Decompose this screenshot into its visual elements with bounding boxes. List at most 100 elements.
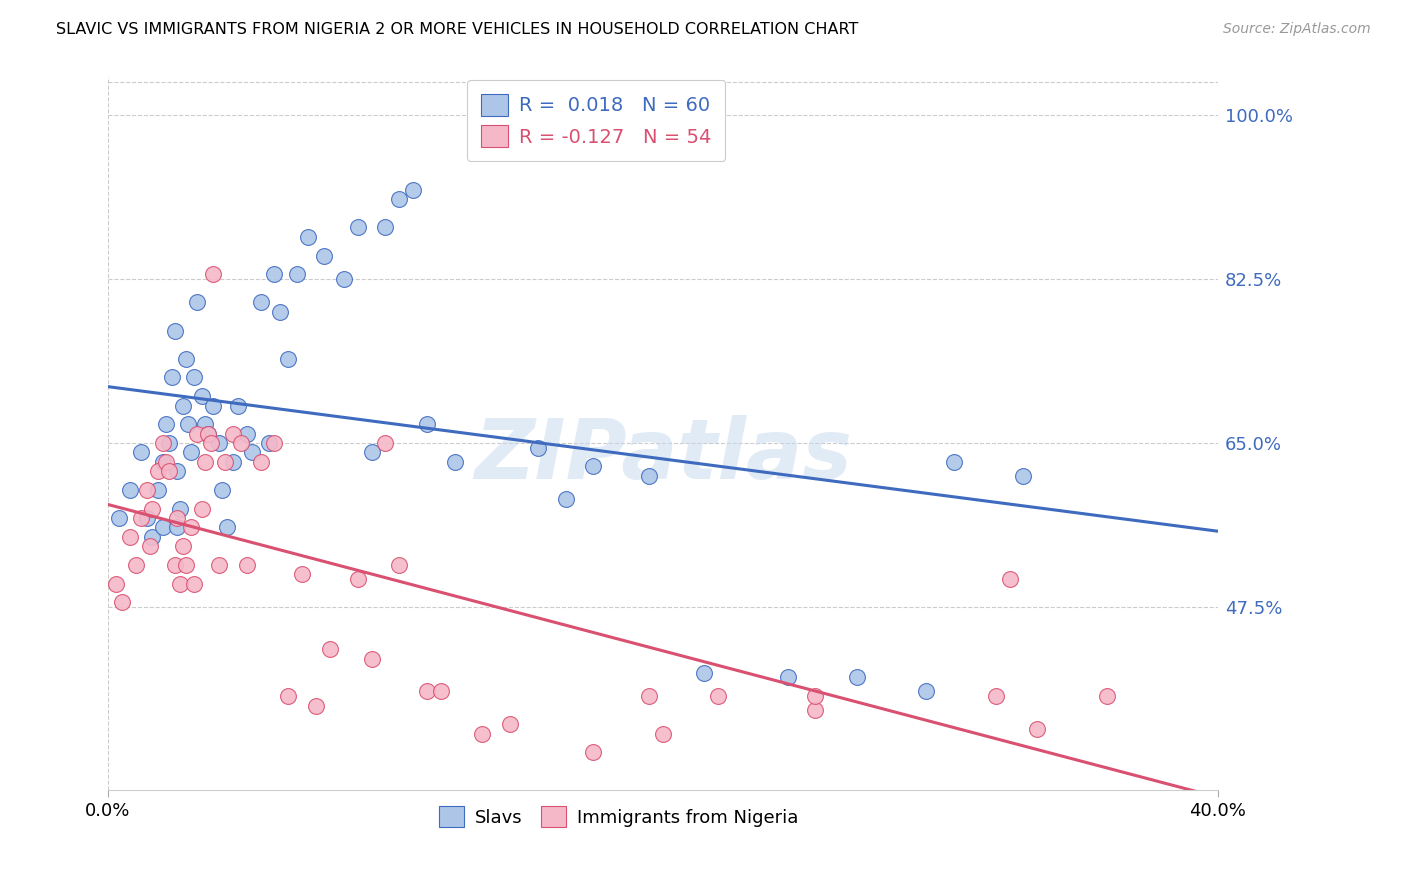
Point <box>1012 468 1035 483</box>
Point <box>211 483 233 497</box>
Point <box>804 689 827 703</box>
Point <box>135 511 157 525</box>
Point <box>228 399 250 413</box>
Point <box>776 670 799 684</box>
Point <box>214 455 236 469</box>
Point <box>297 229 319 244</box>
Point <box>177 417 200 432</box>
Point <box>305 698 328 713</box>
Point <box>152 455 174 469</box>
Point <box>217 520 239 534</box>
Point <box>374 220 396 235</box>
Point <box>360 651 382 665</box>
Text: ZIPatlas: ZIPatlas <box>474 415 852 496</box>
Point <box>333 272 356 286</box>
Point <box>129 511 152 525</box>
Point <box>120 483 142 497</box>
Point <box>499 108 522 122</box>
Point <box>166 511 188 525</box>
Point <box>157 436 180 450</box>
Point <box>152 436 174 450</box>
Point <box>360 445 382 459</box>
Point <box>263 436 285 450</box>
Point <box>240 445 263 459</box>
Point <box>499 717 522 731</box>
Text: SLAVIC VS IMMIGRANTS FROM NIGERIA 2 OR MORE VEHICLES IN HOUSEHOLD CORRELATION CH: SLAVIC VS IMMIGRANTS FROM NIGERIA 2 OR M… <box>56 22 859 37</box>
Point <box>163 324 186 338</box>
Point <box>152 520 174 534</box>
Point <box>388 192 411 206</box>
Point <box>146 464 169 478</box>
Point <box>257 436 280 450</box>
Point <box>208 558 231 572</box>
Point <box>235 558 257 572</box>
Point <box>111 595 134 609</box>
Point <box>169 576 191 591</box>
Point <box>1095 689 1118 703</box>
Point <box>249 455 271 469</box>
Point <box>943 455 966 469</box>
Point <box>105 576 128 591</box>
Point <box>235 426 257 441</box>
Point <box>172 539 194 553</box>
Point <box>707 689 730 703</box>
Point <box>374 436 396 450</box>
Point <box>186 426 208 441</box>
Point <box>186 295 208 310</box>
Point <box>174 351 197 366</box>
Point <box>160 370 183 384</box>
Point <box>108 511 131 525</box>
Point <box>141 501 163 516</box>
Point <box>804 703 827 717</box>
Point <box>231 436 253 450</box>
Point <box>319 642 342 657</box>
Point <box>155 455 177 469</box>
Point <box>314 249 336 263</box>
Point <box>141 530 163 544</box>
Point <box>638 468 661 483</box>
Point <box>174 558 197 572</box>
Point <box>169 501 191 516</box>
Point <box>163 558 186 572</box>
Point <box>194 417 217 432</box>
Point <box>202 399 225 413</box>
Point <box>183 370 205 384</box>
Point <box>527 441 550 455</box>
Point <box>651 726 673 740</box>
Point <box>249 295 271 310</box>
Point <box>285 268 308 282</box>
Point <box>346 572 368 586</box>
Point <box>194 455 217 469</box>
Point <box>222 455 245 469</box>
Point <box>430 684 453 698</box>
Point <box>277 689 299 703</box>
Point <box>120 530 142 544</box>
Point <box>166 520 188 534</box>
Point <box>638 689 661 703</box>
Point <box>208 436 231 450</box>
Point <box>277 351 299 366</box>
Point <box>1026 722 1049 736</box>
Point <box>157 464 180 478</box>
Point <box>554 492 576 507</box>
Point <box>346 220 368 235</box>
Legend: Slavs, Immigrants from Nigeria: Slavs, Immigrants from Nigeria <box>432 799 806 834</box>
Point <box>984 689 1007 703</box>
Point <box>402 183 425 197</box>
Point <box>135 483 157 497</box>
Point <box>191 501 214 516</box>
Point <box>443 455 465 469</box>
Point <box>416 417 439 432</box>
Point <box>222 426 245 441</box>
Point <box>291 567 314 582</box>
Point <box>582 459 605 474</box>
Point <box>582 746 605 760</box>
Point <box>155 417 177 432</box>
Point <box>180 520 202 534</box>
Point <box>138 539 160 553</box>
Point <box>200 436 222 450</box>
Point <box>471 726 494 740</box>
Point <box>471 108 494 122</box>
Point <box>915 684 938 698</box>
Point <box>416 684 439 698</box>
